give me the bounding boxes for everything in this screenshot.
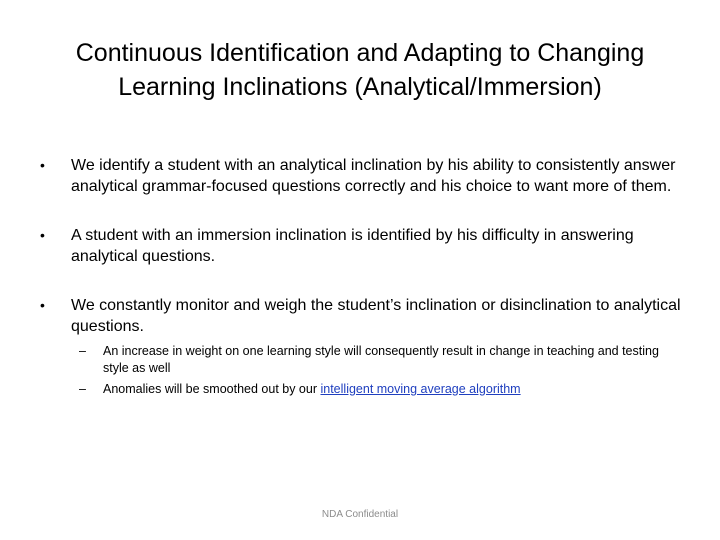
bullet-text: We constantly monitor and weigh the stud… <box>71 297 681 335</box>
bullet-icon: • <box>40 227 45 243</box>
bullet-item: • We identify a student with an analytic… <box>36 155 686 197</box>
dash-icon: – <box>79 382 86 396</box>
bullet-item: • A student with an immersion inclinatio… <box>36 225 686 267</box>
bullet-text: We identify a student with an analytical… <box>71 157 676 195</box>
sub-bullet-item: – Anomalies will be smoothed out by our … <box>71 381 686 398</box>
slide-title: Continuous Identification and Adapting t… <box>75 39 645 101</box>
bullet-list: • We identify a student with an analytic… <box>36 155 686 402</box>
dash-icon: – <box>79 344 86 358</box>
sub-bullet-text: An increase in weight on one learning st… <box>103 344 659 375</box>
sub-bullet-text: Anomalies will be smoothed out by our <box>103 382 321 396</box>
footer-confidential: NDA Confidential <box>321 509 399 520</box>
bullet-text: A student with an immersion inclination … <box>71 227 634 265</box>
bullet-icon: • <box>40 157 45 173</box>
bullet-item: • We constantly monitor and weigh the st… <box>36 295 686 398</box>
algorithm-link[interactable]: intelligent moving average algorithm <box>320 382 521 396</box>
bullet-icon: • <box>40 297 45 313</box>
sub-bullet-list: – An increase in weight on one learning … <box>71 343 686 398</box>
sub-bullet-item: – An increase in weight on one learning … <box>71 343 686 377</box>
